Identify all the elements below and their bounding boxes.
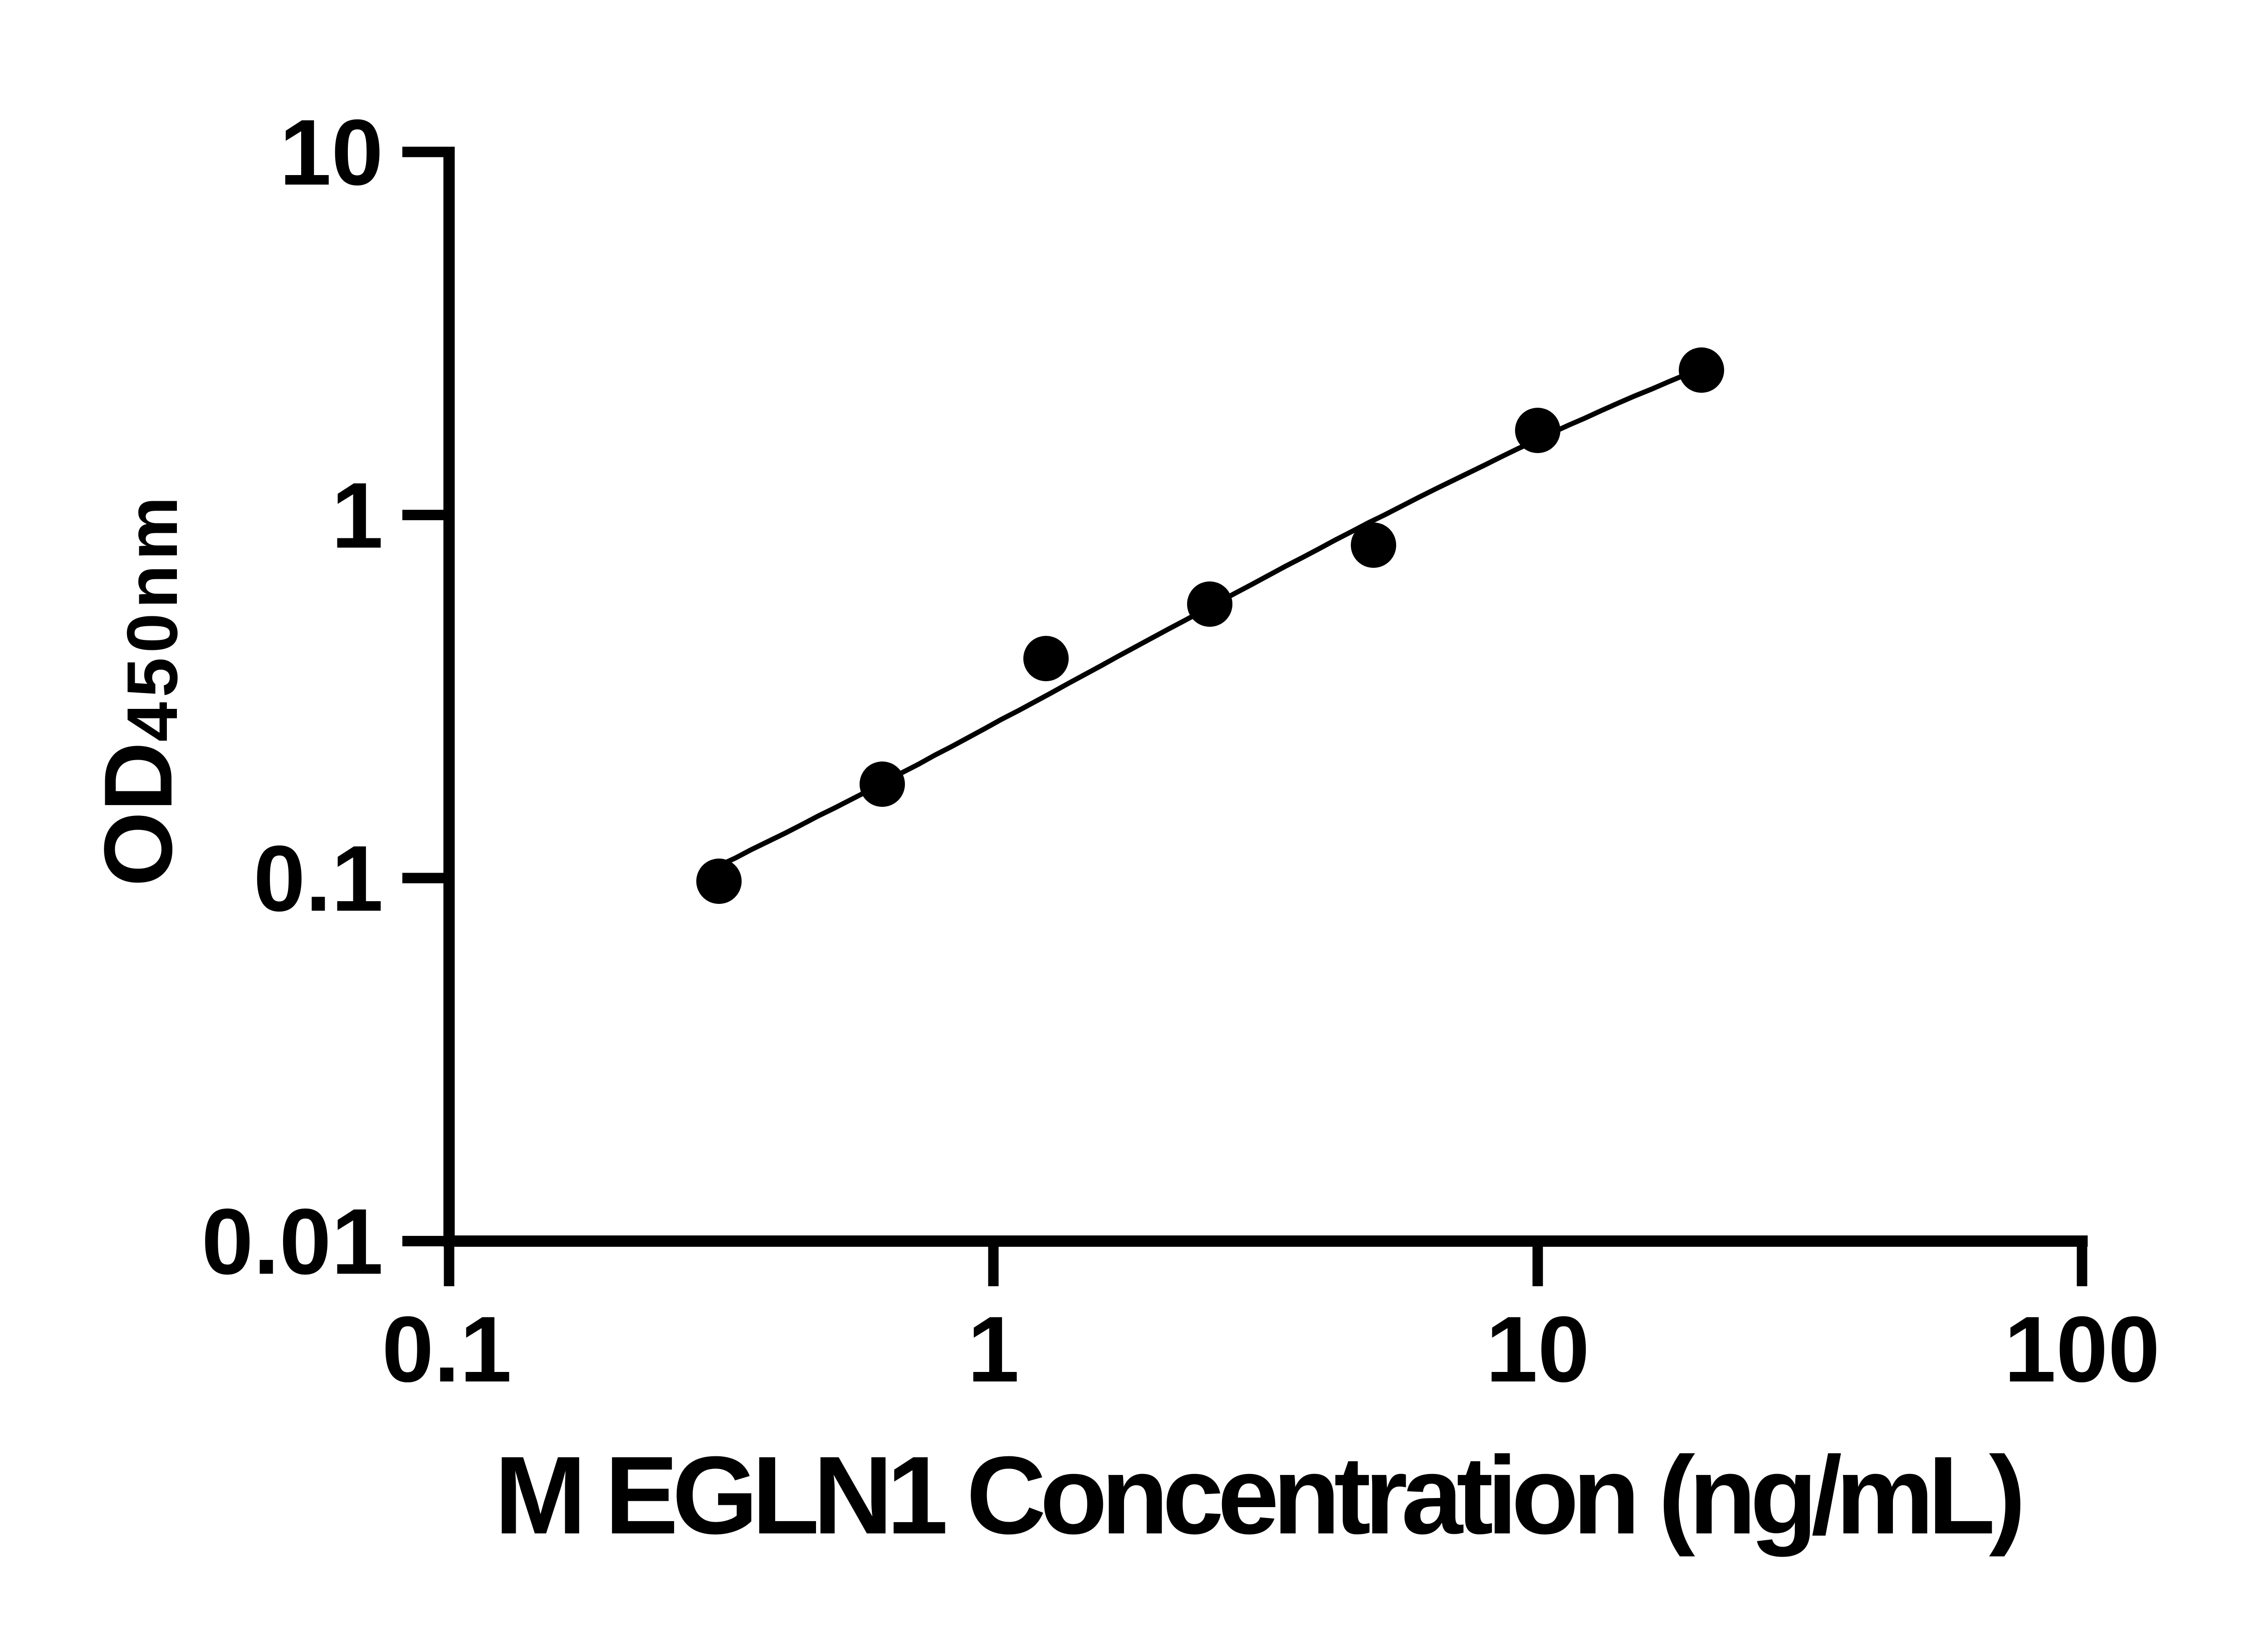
svg-text:0.1: 0.1 bbox=[382, 1297, 512, 1401]
svg-text:10: 10 bbox=[1486, 1297, 1589, 1401]
svg-text:10: 10 bbox=[279, 100, 383, 205]
svg-text:OD450nm: OD450nm bbox=[84, 492, 192, 887]
svg-text:1: 1 bbox=[331, 464, 383, 568]
svg-text:M EGLN1 Concentration (ng/mL): M EGLN1 Concentration (ng/mL) bbox=[494, 1433, 2021, 1557]
svg-text:1: 1 bbox=[968, 1297, 1020, 1401]
svg-text:100: 100 bbox=[2004, 1297, 2160, 1401]
svg-text:0.01: 0.01 bbox=[201, 1190, 383, 1294]
svg-text:0.1: 0.1 bbox=[254, 826, 383, 931]
